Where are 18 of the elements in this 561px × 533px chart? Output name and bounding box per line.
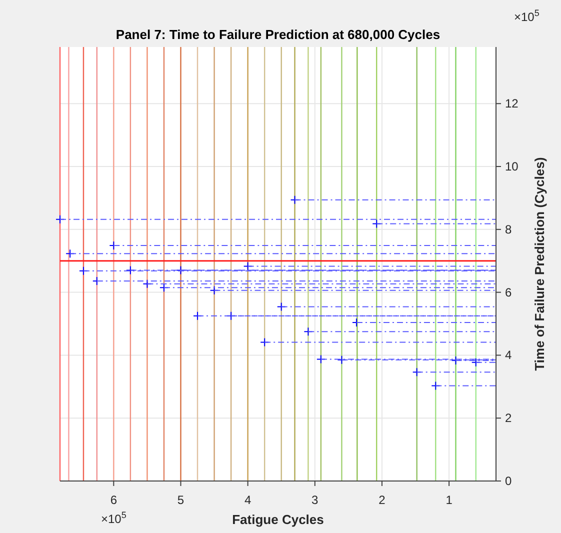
y-tick-label: 6 xyxy=(505,285,512,300)
x-tick-label: 4 xyxy=(244,493,252,507)
text: ×10$^{5}$ xyxy=(514,8,540,24)
x-tick-label: 2 xyxy=(378,493,386,507)
y-tick-label: 8 xyxy=(505,222,512,236)
x-tick-label: 5 xyxy=(177,493,184,507)
text: ×10$^{5}$ xyxy=(100,510,126,526)
y-tick-label: 12 xyxy=(505,96,519,111)
y-tick-label: 4 xyxy=(505,348,512,362)
x-axis-title: Fatigue Cycles xyxy=(232,512,324,527)
x-tick-label: 1 xyxy=(446,493,453,507)
x-tick-label: 3 xyxy=(312,493,319,507)
y-axis-title: Time of Failure Prediction (Cycles) xyxy=(532,157,547,371)
y-tick-label: 10 xyxy=(505,160,519,174)
x-tick-label: 6 xyxy=(110,493,118,507)
y-tick-label: 2 xyxy=(505,411,512,426)
chart-title: Panel 7: Time to Failure Prediction at 680,000 Cycles xyxy=(116,27,440,42)
y-tick-label: 0 xyxy=(505,474,512,488)
